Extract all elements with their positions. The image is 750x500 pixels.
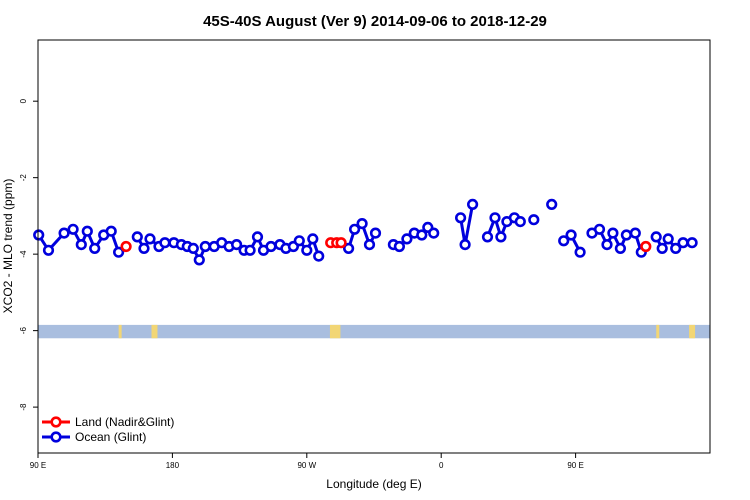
data-point	[481, 231, 494, 243]
data-point	[528, 214, 540, 226]
y-tick-label: -6	[19, 327, 28, 335]
data-point	[231, 239, 243, 251]
y-axis: 0 -2 -4 -6 -8	[19, 98, 38, 411]
data-point	[459, 239, 471, 251]
data-point	[574, 246, 586, 258]
data-point	[546, 198, 558, 210]
data-point	[416, 229, 428, 241]
map-strip-ocean	[38, 324, 710, 339]
data-point	[614, 242, 627, 254]
data-point	[565, 229, 577, 241]
data-point	[89, 242, 101, 254]
data-point	[558, 235, 570, 247]
data-point	[428, 227, 440, 239]
data-point	[369, 227, 382, 239]
data-point	[656, 242, 668, 254]
data-point	[640, 240, 652, 253]
y-tick-label: -4	[19, 250, 28, 258]
data-point	[607, 227, 619, 239]
data-point	[356, 218, 368, 230]
map-strip-land	[329, 324, 341, 339]
data-point	[455, 212, 467, 224]
data-point	[489, 212, 501, 224]
data-point	[265, 240, 277, 253]
data-point	[58, 227, 70, 239]
data-point	[293, 235, 305, 247]
data-point	[138, 242, 150, 254]
data-point	[307, 233, 319, 245]
data-point	[650, 231, 662, 243]
data-point	[244, 244, 256, 256]
x-tick-label: 180	[166, 461, 180, 470]
x-tick-label: 90 E	[30, 461, 46, 470]
map-strip-land	[689, 324, 696, 339]
data-point	[144, 233, 156, 245]
x-tick-label: 90 W	[297, 461, 316, 470]
map-strip-land	[118, 324, 122, 339]
legend-land-label: Land (Nadir&Glint)	[75, 415, 174, 429]
y-axis-label: XCO2 - MLO trend (ppm)	[1, 179, 15, 314]
y-tick-label: -8	[19, 403, 28, 411]
series-line	[459, 204, 475, 247]
data-point	[335, 237, 347, 249]
data-point	[401, 233, 413, 245]
data-point	[514, 216, 526, 228]
data-point	[112, 246, 125, 258]
x-tick-label: 90 E	[567, 461, 583, 470]
x-tick-label: 0	[439, 461, 444, 470]
legend-ocean-label: Ocean (Glint)	[75, 430, 146, 444]
data-point	[199, 240, 211, 253]
map-strip-land	[656, 324, 660, 339]
data-point	[120, 240, 132, 253]
series-layer	[33, 198, 698, 266]
data-point	[393, 240, 406, 253]
x-axis-label: Longitude (deg E)	[326, 477, 421, 491]
data-point	[629, 227, 641, 239]
data-point	[670, 242, 682, 254]
chart-title: 45S-40S August (Ver 9) 2014-09-06 to 201…	[203, 13, 547, 30]
y-tick-label: 0	[19, 98, 28, 103]
data-point	[343, 242, 355, 254]
data-point	[467, 198, 479, 210]
data-point	[33, 229, 45, 241]
data-point	[363, 239, 376, 251]
data-point	[349, 223, 361, 235]
data-point	[105, 225, 117, 237]
data-point	[251, 231, 264, 243]
data-point	[620, 229, 633, 241]
data-point	[301, 244, 313, 256]
legend-ocean-marker	[50, 431, 62, 443]
plot-frame	[37, 39, 711, 454]
data-point	[75, 239, 87, 251]
data-point	[593, 223, 606, 235]
data-point	[81, 225, 93, 237]
series-ocean	[33, 198, 698, 266]
data-point	[42, 244, 55, 256]
data-point	[67, 223, 79, 235]
data-point	[187, 242, 199, 254]
data-point	[193, 254, 205, 266]
data-point	[313, 250, 325, 262]
y-tick-label: -2	[19, 174, 28, 182]
map-strip	[38, 324, 710, 339]
data-point	[601, 239, 613, 251]
legend: Land (Nadir&Glint) Ocean (Glint)	[42, 415, 174, 444]
x-axis: 90 E 180 90 W 0 90 E	[30, 453, 584, 470]
data-point	[662, 233, 674, 245]
data-point	[131, 231, 143, 243]
series-land	[120, 237, 652, 253]
data-point	[159, 237, 171, 249]
map-strip-land	[151, 324, 158, 339]
data-point	[495, 231, 507, 243]
legend-land-marker	[50, 416, 62, 428]
data-point	[686, 237, 698, 249]
data-point	[677, 237, 689, 249]
